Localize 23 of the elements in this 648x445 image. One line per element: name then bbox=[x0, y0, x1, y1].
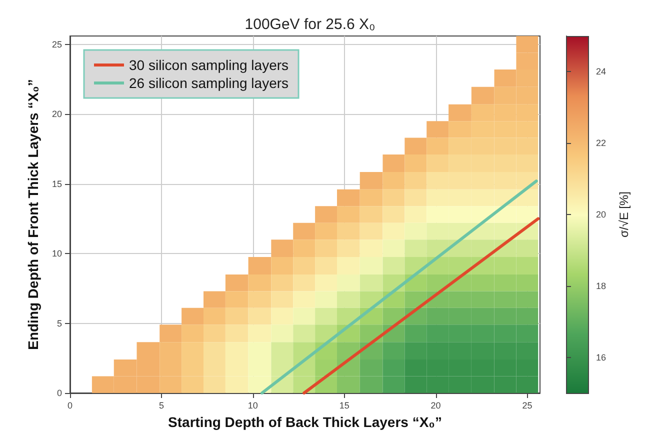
y-tick-label: 10 bbox=[52, 248, 62, 259]
y-tick-label: 20 bbox=[52, 109, 62, 120]
y-tick-label: 15 bbox=[52, 178, 62, 189]
chart-title: 100GeV for 25.6 X₀ bbox=[244, 16, 376, 33]
legend-label: 30 silicon sampling layers bbox=[129, 57, 289, 73]
color-bar-label: 20 bbox=[596, 210, 606, 220]
y-tick-label: 0 bbox=[56, 388, 62, 398]
color-bar-title: σ/√E [%] bbox=[617, 191, 631, 238]
color-bar-label: 18 bbox=[596, 280, 606, 291]
x-tick-label: 0 bbox=[67, 400, 73, 410]
y-tick-label: 5 bbox=[56, 318, 62, 328]
y-axis-title: Ending Depth of Front Thick Layers “X₀” bbox=[25, 79, 41, 350]
x-tick-label: 25 bbox=[522, 400, 532, 410]
x-tick-label: 15 bbox=[339, 400, 350, 410]
color-bar-label: 24 bbox=[596, 66, 606, 77]
legend-label: 26 silicon sampling layers bbox=[129, 75, 289, 91]
x-axis-title: Starting Depth of Back Thick Layers “X₀” bbox=[168, 414, 442, 430]
color-bar-label: 16 bbox=[596, 352, 606, 362]
color-bar-label: 22 bbox=[596, 138, 606, 148]
x-tick-label: 20 bbox=[430, 400, 441, 410]
x-tick-label: 5 bbox=[158, 400, 164, 410]
x-tick-label: 10 bbox=[248, 400, 258, 410]
y-tick-label: 25 bbox=[52, 39, 62, 50]
